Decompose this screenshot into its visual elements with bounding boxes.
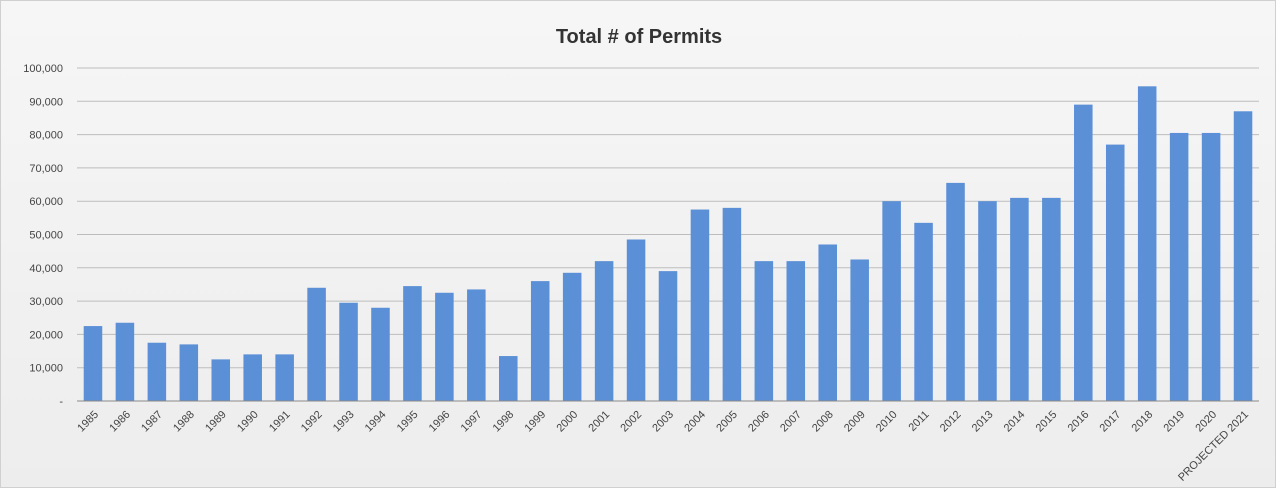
bar-2002 bbox=[626, 239, 646, 401]
bar-1988 bbox=[179, 344, 199, 401]
y-tick-label: 30,000 bbox=[29, 296, 63, 308]
x-tick-label: 1992 bbox=[299, 409, 325, 435]
bar-1991 bbox=[275, 354, 294, 401]
x-tick-label: 2006 bbox=[746, 409, 772, 435]
bar-1990 bbox=[243, 354, 262, 401]
bar-2006 bbox=[754, 261, 774, 401]
bar-2005 bbox=[722, 207, 742, 401]
x-tick-label: 1990 bbox=[235, 409, 261, 435]
x-tick-label: 2010 bbox=[874, 409, 900, 435]
bar-1996 bbox=[435, 292, 454, 401]
bar-projected-2021 bbox=[1233, 111, 1253, 401]
x-tick-label: 2002 bbox=[618, 409, 644, 435]
y-tick-label: 40,000 bbox=[29, 263, 63, 275]
x-tick-label: 2016 bbox=[1066, 409, 1092, 435]
bar-2010 bbox=[882, 201, 901, 401]
y-tick-label: 10,000 bbox=[29, 363, 63, 375]
bar-2018 bbox=[1137, 86, 1157, 401]
bar-2013 bbox=[978, 201, 997, 401]
x-tick-label: 2018 bbox=[1130, 409, 1156, 435]
y-tick-label: 60,000 bbox=[29, 196, 63, 208]
x-tick-label: 2019 bbox=[1161, 409, 1187, 435]
x-tick-label: 2017 bbox=[1098, 409, 1124, 435]
x-tick-label: 2005 bbox=[714, 409, 740, 435]
x-tick-label: 2011 bbox=[906, 409, 931, 434]
y-tick-label: 20,000 bbox=[29, 329, 63, 341]
x-tick-label: 1988 bbox=[171, 409, 197, 435]
y-tick-label: 80,000 bbox=[29, 130, 63, 142]
x-tick-label: 1987 bbox=[139, 409, 165, 435]
bar-2014 bbox=[1010, 197, 1029, 401]
x-tick-label: 2013 bbox=[970, 409, 996, 435]
bar-2009 bbox=[850, 259, 869, 401]
bar-1986 bbox=[115, 322, 135, 401]
x-tick-label: 1994 bbox=[363, 409, 389, 435]
bar-1992 bbox=[307, 287, 326, 401]
bar-1995 bbox=[403, 286, 422, 401]
bar-2019 bbox=[1169, 132, 1189, 401]
x-tick-label: 2000 bbox=[554, 409, 580, 435]
x-tick-label: 2008 bbox=[810, 409, 836, 435]
x-tick-label: 1985 bbox=[75, 409, 101, 435]
x-tick-label: 2004 bbox=[682, 409, 708, 435]
gridlines bbox=[77, 67, 1259, 369]
x-tick-label: 2007 bbox=[778, 409, 804, 435]
bar-2017 bbox=[1105, 144, 1125, 401]
x-tick-label: 1997 bbox=[459, 409, 485, 435]
bar-1993 bbox=[339, 302, 358, 401]
x-tick-label: 2014 bbox=[1002, 409, 1028, 435]
x-tick-label: 1996 bbox=[427, 409, 453, 435]
bar-2011 bbox=[914, 222, 933, 401]
x-tick-label: 1993 bbox=[331, 409, 357, 435]
y-tick-label: 50,000 bbox=[29, 230, 63, 242]
bars bbox=[83, 86, 1253, 402]
y-tick-label: - bbox=[59, 396, 63, 408]
x-tick-label: 2015 bbox=[1034, 409, 1060, 435]
y-tick-label: 100,000 bbox=[23, 63, 63, 75]
bar-1989 bbox=[211, 359, 231, 402]
bar-1999 bbox=[530, 281, 550, 401]
x-tick-label: 2020 bbox=[1193, 409, 1219, 435]
bar-2007 bbox=[786, 261, 806, 401]
x-tick-label: 1995 bbox=[395, 409, 421, 435]
bar-1985 bbox=[83, 326, 103, 401]
bar-2012 bbox=[946, 182, 965, 401]
bar-1987 bbox=[147, 342, 167, 401]
y-axis-ticks: - 10,000 20,000 30,000 40,000 50,000 60,000 70,… bbox=[23, 63, 63, 408]
x-tick-label: 2012 bbox=[938, 409, 964, 435]
x-tick-label: 1986 bbox=[107, 409, 133, 435]
bar-1997 bbox=[467, 289, 486, 401]
x-axis-ticks: 1985 1986 1987 1988 1989 1990 1991 1992 1993 1994… bbox=[75, 409, 1251, 484]
bar-2004 bbox=[690, 209, 710, 401]
x-tick-label: 1999 bbox=[523, 409, 549, 435]
bar-2003 bbox=[658, 271, 678, 401]
bar-2016 bbox=[1074, 104, 1093, 401]
bar-2001 bbox=[594, 261, 614, 401]
bar-2008 bbox=[818, 244, 837, 401]
x-tick-label: 2009 bbox=[842, 409, 868, 435]
chart-title: Total # of Permits bbox=[556, 26, 722, 48]
x-tick-label: 1991 bbox=[267, 409, 293, 435]
bar-2015 bbox=[1042, 197, 1061, 401]
x-tick-label: 1989 bbox=[203, 409, 229, 435]
bar-2020 bbox=[1201, 132, 1221, 401]
bar-1998 bbox=[499, 356, 518, 401]
x-tick-label: 1998 bbox=[491, 409, 517, 435]
x-tick-label: 2003 bbox=[650, 409, 676, 435]
y-tick-label: 90,000 bbox=[29, 96, 63, 108]
y-tick-label: 70,000 bbox=[29, 163, 63, 175]
bar-2000 bbox=[562, 272, 582, 401]
bar-1994 bbox=[371, 307, 390, 401]
x-tick-label: 2001 bbox=[586, 409, 612, 435]
